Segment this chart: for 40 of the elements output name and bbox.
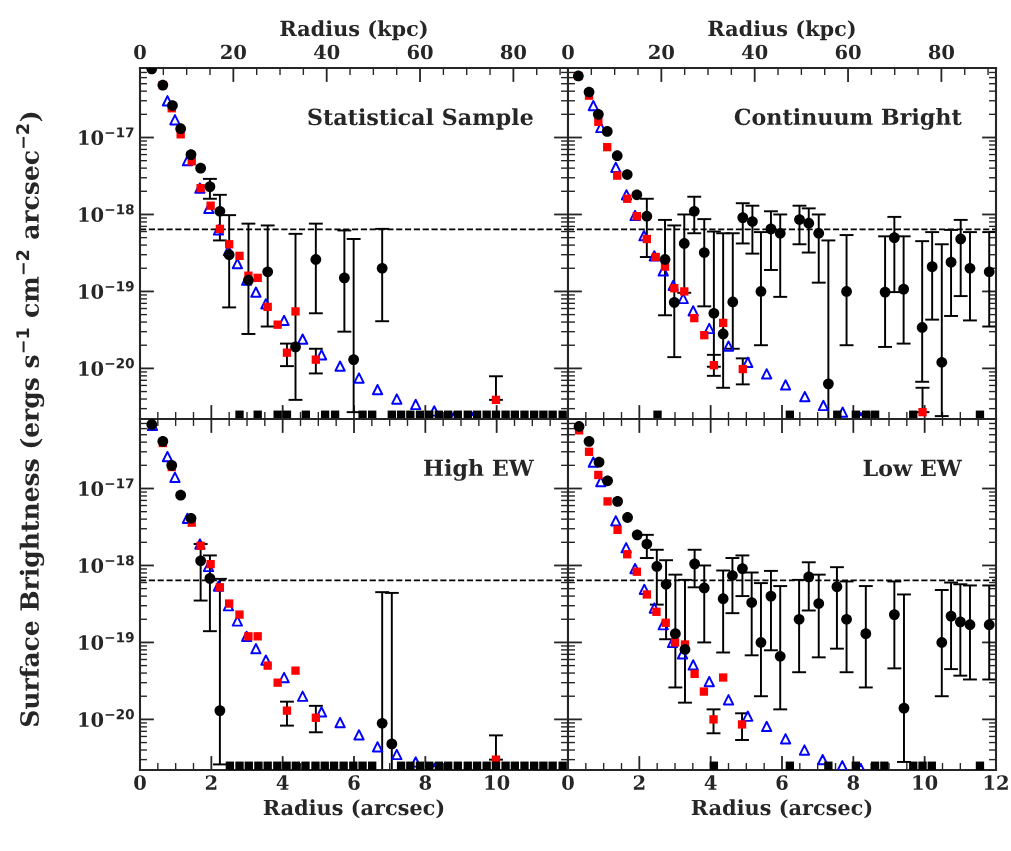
- x2-tick-label: 0: [562, 44, 574, 60]
- x2-tick-label: 20: [649, 44, 674, 60]
- x-axis-title: Radius (arcsec): [263, 799, 444, 819]
- y-tick-label: 10$^{−18}$: [79, 204, 134, 222]
- y-tick-label: 10$^{−17}$: [79, 127, 134, 146]
- x2-axis-title: Radius (kpc): [280, 20, 427, 41]
- x2-tick-label: 60: [835, 44, 861, 60]
- x2-tick-label: 20: [221, 44, 246, 60]
- x2-tick-label: 80: [928, 44, 955, 60]
- x-tick-label: 6: [348, 775, 360, 790]
- x2-tick-label: 40: [741, 44, 768, 60]
- x-tick-label: 4: [704, 775, 717, 790]
- x-axis-title: Radius (arcsec): [691, 799, 872, 819]
- y-axis-title: Surface Brightness (ergs s$^{−1}$ cm$^{−2}$ arcsec$^{−2}$): [16, 112, 45, 727]
- x2-tick-label: 60: [407, 44, 433, 60]
- x-tick-label: 10: [913, 775, 938, 790]
- text: Low EW: [863, 459, 963, 477]
- y-tick-label: 10$^{−19}$: [79, 281, 134, 299]
- x-tick-label: 6: [776, 775, 788, 790]
- y-tick-label: 10$^{−20}$: [79, 358, 134, 376]
- x-tick-label: 10: [485, 775, 510, 790]
- x-tick-label: 0: [134, 775, 146, 790]
- text: High EW: [424, 458, 535, 481]
- text: Statistical Sample: [308, 108, 533, 130]
- x2-tick-label: 80: [500, 44, 527, 60]
- x2-tick-label: 0: [134, 44, 146, 60]
- x-tick-label: 8: [419, 775, 432, 790]
- x-tick-label: 2: [633, 775, 645, 790]
- x2-tick-label: 40: [313, 44, 340, 60]
- text: Continuum Bright: [734, 107, 962, 130]
- x-tick-label: 4: [276, 775, 289, 790]
- x-tick-label: 8: [847, 775, 860, 790]
- x-tick-label: 2: [205, 775, 217, 790]
- x-tick-label: 12: [984, 775, 1008, 790]
- y-tick-label: 10$^{−20}$: [79, 709, 134, 727]
- y-tick-label: 10$^{−18}$: [79, 555, 134, 573]
- x-tick-label: 0: [562, 775, 574, 790]
- y-tick-label: 10$^{−17}$: [79, 478, 134, 497]
- y-tick-label: 10$^{−19}$: [79, 632, 134, 650]
- x2-axis-title: Radius (kpc): [708, 20, 855, 41]
